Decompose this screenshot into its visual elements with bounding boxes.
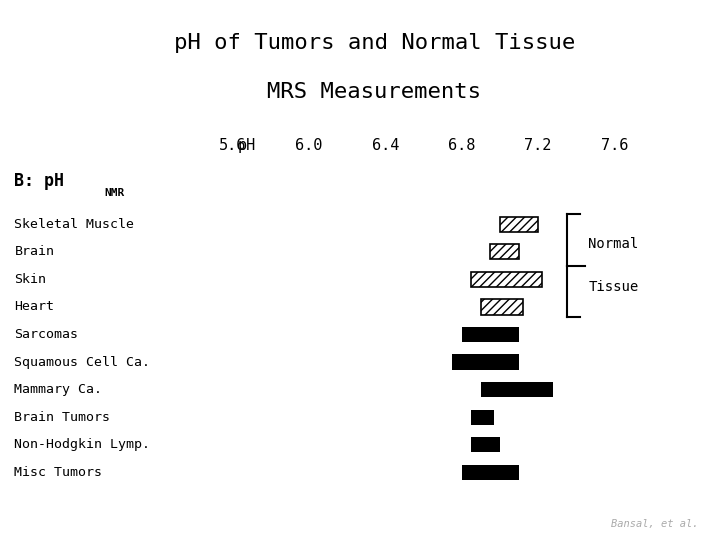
- Bar: [481, 299, 523, 315]
- Text: NMR: NMR: [104, 188, 125, 198]
- Text: 6.4: 6.4: [372, 138, 399, 153]
- Bar: [500, 217, 538, 232]
- Text: Brain: Brain: [14, 245, 55, 259]
- Text: Skin: Skin: [14, 273, 46, 286]
- Bar: [452, 354, 519, 370]
- Bar: [481, 382, 554, 397]
- Text: Tissue: Tissue: [588, 280, 639, 294]
- Text: 7.2: 7.2: [524, 138, 552, 153]
- Text: 5.6: 5.6: [219, 138, 246, 153]
- Bar: [490, 244, 519, 260]
- Bar: [472, 409, 494, 425]
- Text: Mammary Ca.: Mammary Ca.: [14, 383, 102, 396]
- Text: Non-Hodgkin Lymp.: Non-Hodgkin Lymp.: [14, 438, 150, 451]
- Text: Squamous Cell Ca.: Squamous Cell Ca.: [14, 355, 150, 369]
- Bar: [462, 464, 519, 480]
- Text: 6.0: 6.0: [295, 138, 323, 153]
- Text: Misc Tumors: Misc Tumors: [14, 465, 102, 479]
- Text: Brain Tumors: Brain Tumors: [14, 410, 110, 424]
- Text: pH of Tumors and Normal Tissue: pH of Tumors and Normal Tissue: [174, 33, 575, 53]
- Text: pH: pH: [238, 138, 256, 153]
- Text: 7.6: 7.6: [600, 138, 628, 153]
- Text: 6.8: 6.8: [448, 138, 475, 153]
- Text: MRS Measurements: MRS Measurements: [267, 82, 482, 102]
- Bar: [472, 272, 542, 287]
- Text: Normal: Normal: [588, 237, 639, 251]
- Text: Skeletal Muscle: Skeletal Muscle: [14, 218, 135, 231]
- Text: Bansal, et al.: Bansal, et al.: [611, 519, 698, 529]
- Text: Heart: Heart: [14, 300, 55, 314]
- Text: Sarcomas: Sarcomas: [14, 328, 78, 341]
- Text: B: pH: B: pH: [14, 172, 64, 190]
- Bar: [462, 327, 519, 342]
- Bar: [472, 437, 500, 453]
